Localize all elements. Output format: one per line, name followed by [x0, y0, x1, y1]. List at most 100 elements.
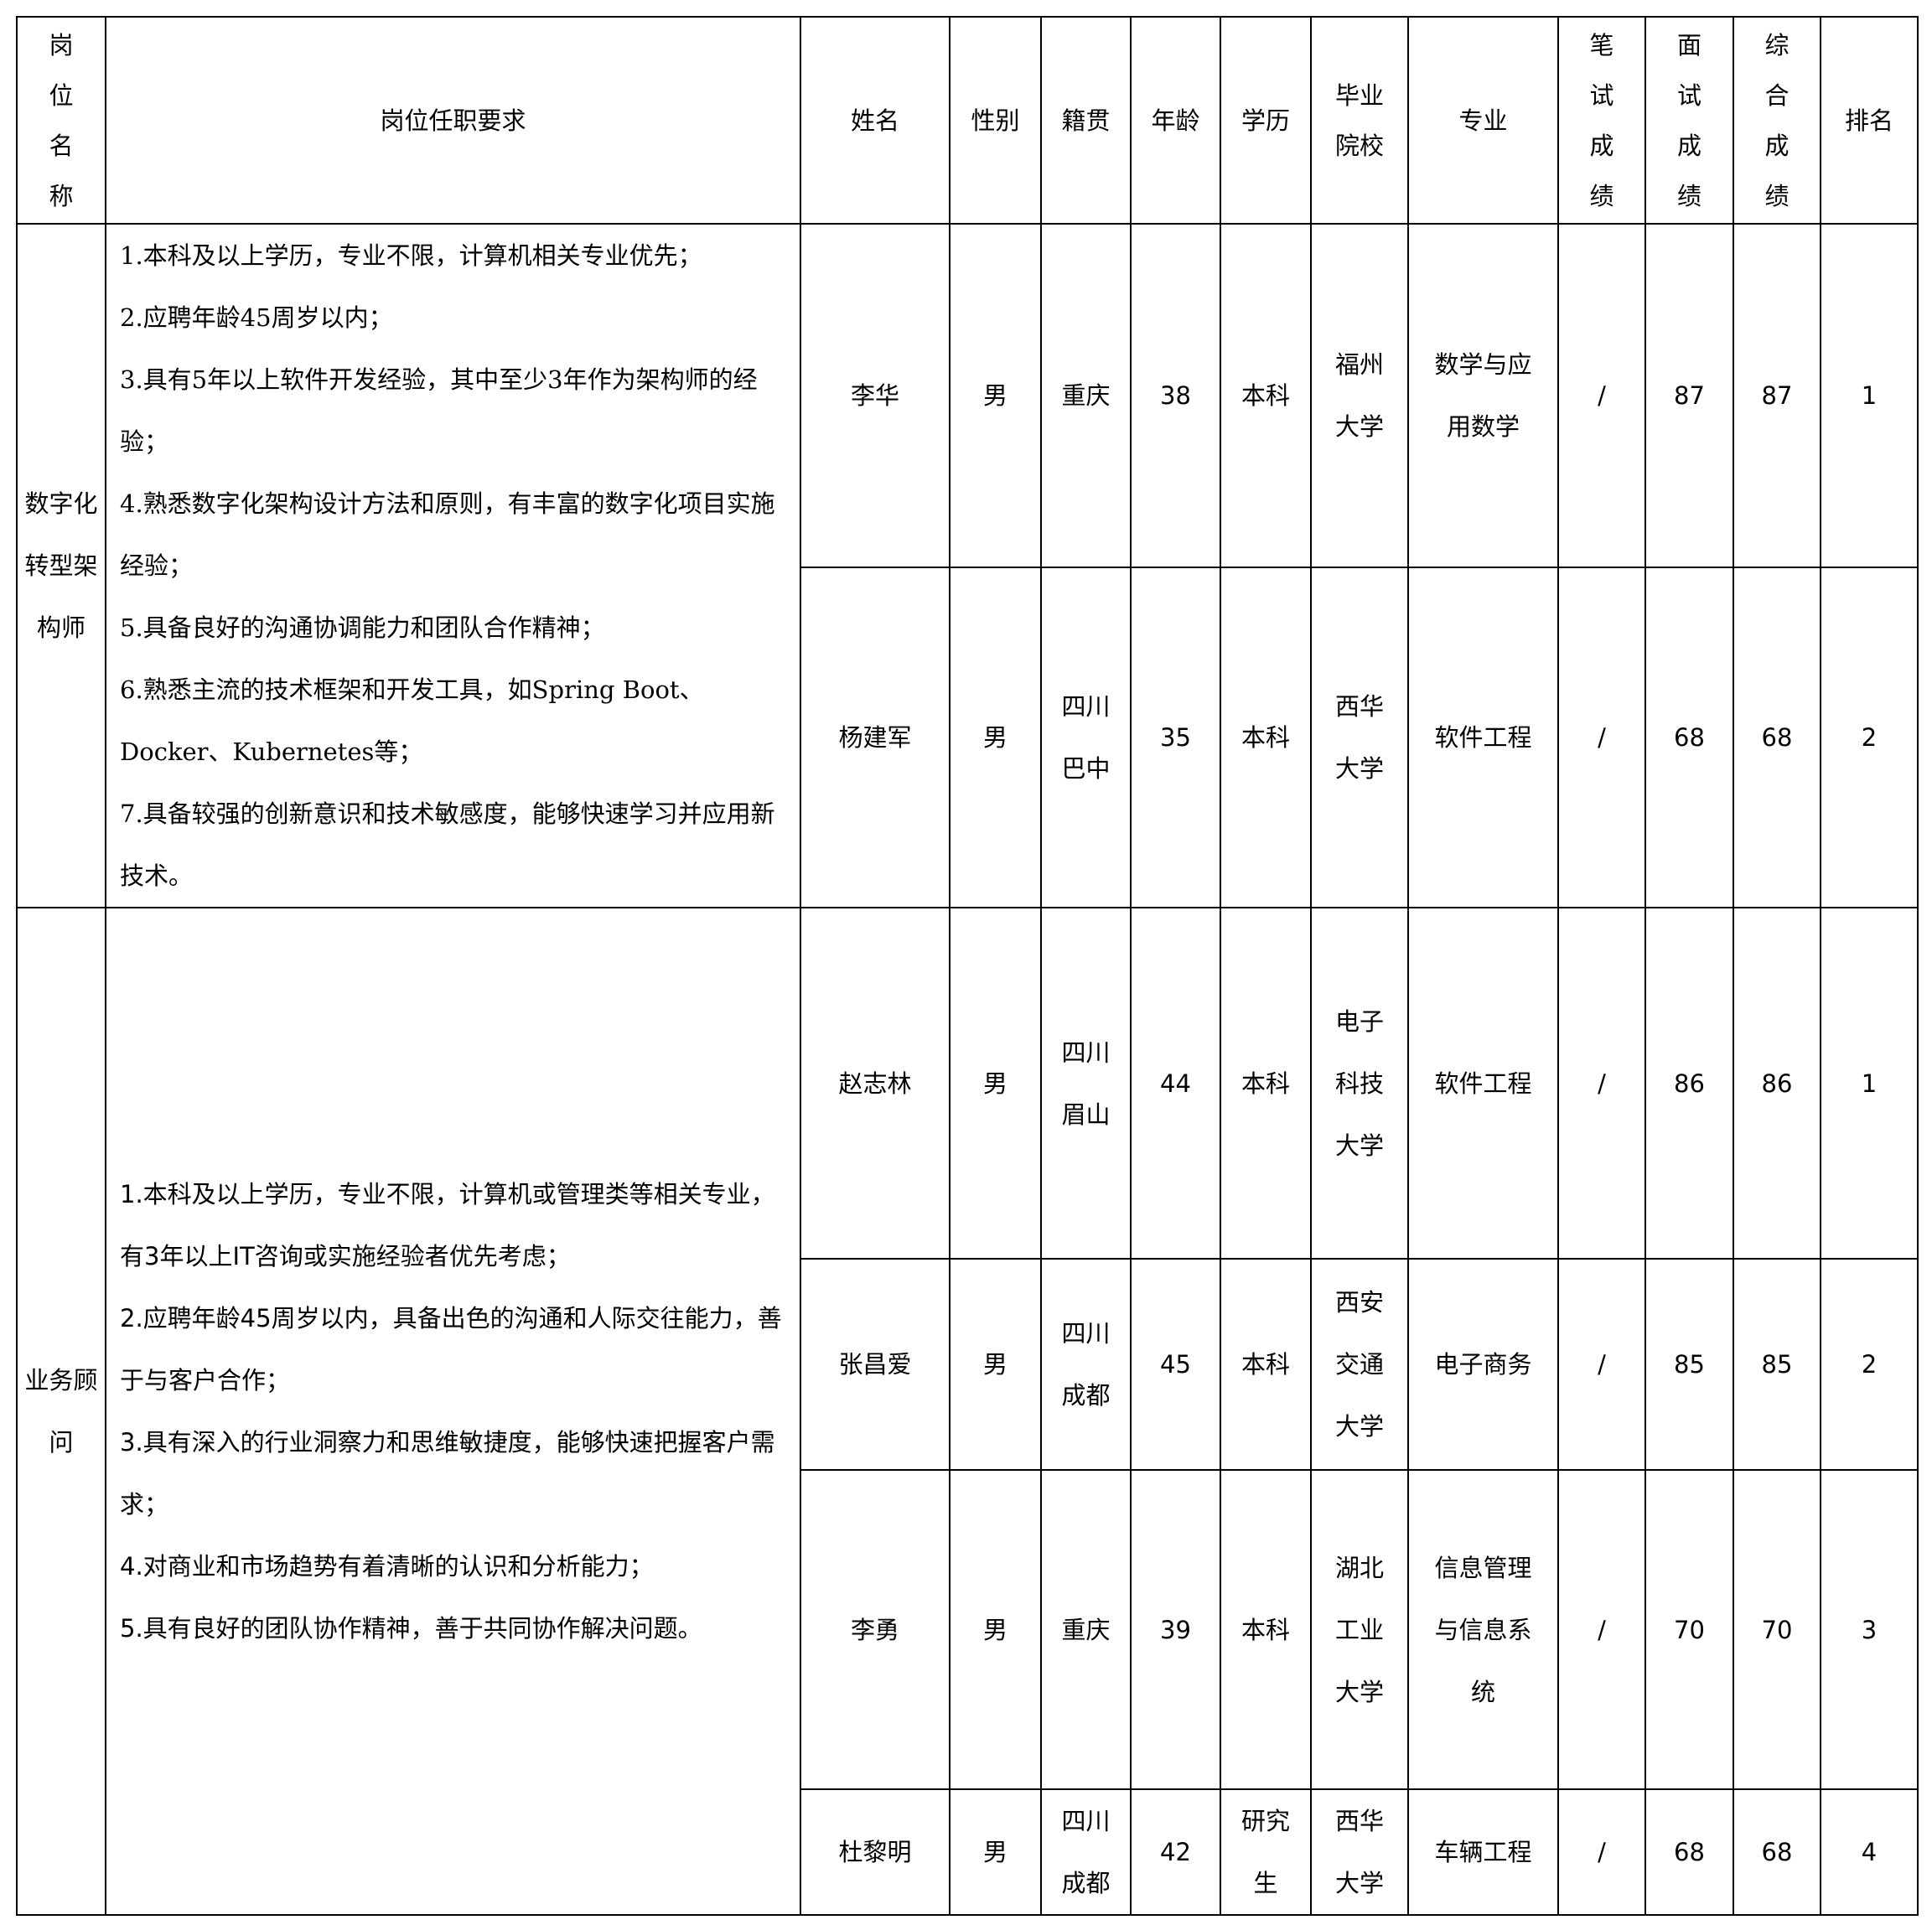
position-requirements: 1.本科及以上学历，专业不限，计算机相关专业优先； 2.应聘年龄45周岁以内； 3.…: [105, 223, 801, 908]
candidate-education: 本科: [1220, 567, 1312, 908]
header-position: 岗位名称: [16, 16, 106, 225]
candidate-interview: 87: [1645, 223, 1734, 568]
candidate-interview: 68: [1645, 1788, 1734, 1916]
candidate-total: 85: [1733, 1258, 1821, 1471]
header-row: 岗位名称 岗位任职要求 姓名 性别 籍贯 年龄 学历 毕业院校 专业 笔试成绩 …: [16, 16, 1919, 225]
header-school: 毕业院校: [1310, 16, 1409, 225]
candidate-origin: 四川眉山: [1040, 907, 1132, 1260]
position-name: 数字化转型架构师: [16, 223, 106, 908]
candidate-interview: 86: [1645, 907, 1734, 1260]
candidate-row: 杨建军男四川巴中 35 本科 西华大学 软件工程/68 68 2: [17, 567, 1919, 908]
header-age: 年龄: [1130, 16, 1221, 225]
candidate-origin: 四川成都: [1040, 1788, 1132, 1916]
candidate-interview: 70: [1645, 1469, 1734, 1790]
candidate-school: 西安交通大学: [1310, 1258, 1409, 1471]
candidate-rank: 2: [1820, 1258, 1919, 1471]
header-interview-score: 面试成绩: [1645, 16, 1734, 225]
candidate-education: 本科: [1220, 1258, 1312, 1471]
candidate-origin: 重庆: [1040, 1469, 1132, 1790]
header-requirements: 岗位任职要求: [105, 16, 801, 225]
candidate-total: 87: [1733, 223, 1821, 568]
header-rank: 排名: [1820, 16, 1919, 225]
candidate-age: 42: [1130, 1788, 1221, 1916]
requirement-item: 3.具有5年以上软件开发经验，其中至少3年作为架构师的经验；: [120, 365, 758, 456]
candidate-written: /: [1557, 1469, 1646, 1790]
candidate-education: 本科: [1220, 907, 1312, 1260]
header-gender: 性别: [949, 16, 1042, 225]
candidate-written: /: [1557, 567, 1646, 908]
candidate-school: 西华大学: [1310, 1788, 1409, 1916]
candidate-name: 杜黎明: [800, 1788, 950, 1916]
candidate-name: 李华: [800, 223, 950, 568]
requirement-item: 1.本科及以上学历，专业不限，计算机相关专业优先；: [120, 241, 702, 270]
candidate-interview: 85: [1645, 1258, 1734, 1471]
candidate-education: 研究生: [1220, 1788, 1312, 1916]
candidate-total: 68: [1733, 1788, 1821, 1916]
requirement-item: 6.熟悉主流的技术框架和开发工具，如Spring Boot、Docker、Kub…: [120, 675, 704, 766]
candidate-gender: 男: [949, 907, 1042, 1260]
candidate-rank: 2: [1820, 567, 1919, 908]
candidate-school: 福州大学: [1310, 223, 1409, 568]
candidate-age: 35: [1130, 567, 1221, 908]
candidate-major: 软件工程: [1407, 567, 1559, 908]
candidate-school: 电子科技大学: [1310, 907, 1409, 1260]
candidate-education: 本科: [1220, 223, 1312, 568]
candidate-origin: 四川成都: [1040, 1258, 1132, 1471]
candidate-rank: 4: [1820, 1788, 1919, 1916]
candidate-row: 杜黎明男四川成都 42 研究生 西华大学 车辆工程/68 68 4: [17, 1788, 1919, 1916]
candidate-rank: 3: [1820, 1469, 1919, 1790]
header-origin: 籍贯: [1040, 16, 1132, 225]
candidate-age: 38: [1130, 223, 1221, 568]
candidate-origin: 重庆: [1040, 223, 1132, 568]
position-name: 业务顾问: [16, 907, 106, 1916]
candidate-school: 湖北工业大学: [1310, 1469, 1409, 1790]
candidate-origin: 四川巴中: [1040, 567, 1132, 908]
candidate-education: 本科: [1220, 1469, 1312, 1790]
header-education: 学历: [1220, 16, 1312, 225]
requirement-item: 7.具备较强的创新意识和技术敏感度，能够快速学习并应用新技术。: [120, 799, 775, 890]
candidate-row: 业务顾问 1.本科及以上学历，专业不限，计算机或管理类等相关专业，有3年以上IT咨…: [16, 907, 1919, 1916]
requirement-item: 2.应聘年龄45周岁以内，具备出色的沟通和人际交往能力，善于与客户合作；: [120, 1304, 782, 1395]
position-requirements: 1.本科及以上学历，专业不限，计算机或管理类等相关专业，有3年以上IT咨询或实施…: [105, 907, 801, 1916]
candidate-name: 张昌爱: [800, 1258, 950, 1471]
candidate-major: 数学与应用数学: [1407, 223, 1559, 568]
candidate-major: 车辆工程: [1407, 1788, 1559, 1916]
candidate-row: 李勇男重庆 39 本科 湖北工业大学 信息管理与信息系统/70 70 3: [17, 1469, 1919, 1790]
candidate-gender: 男: [949, 1469, 1042, 1790]
candidate-age: 39: [1130, 1469, 1221, 1790]
candidate-age: 44: [1130, 907, 1221, 1260]
candidate-total: 70: [1733, 1469, 1821, 1790]
candidate-gender: 男: [949, 567, 1042, 908]
candidate-name: 赵志林: [800, 907, 950, 1260]
candidate-gender: 男: [949, 1258, 1042, 1471]
candidate-rank: 1: [1820, 223, 1919, 568]
candidate-name: 李勇: [800, 1469, 950, 1790]
requirement-item: 3.具有深入的行业洞察力和思维敏捷度，能够快速把握客户需求；: [120, 1428, 775, 1519]
requirement-item: 5.具备良好的沟通协调能力和团队合作精神；: [120, 613, 605, 642]
header-total-score: 综合成绩: [1733, 16, 1821, 225]
candidate-major: 信息管理与信息系统: [1407, 1469, 1559, 1790]
requirement-item: 1.本科及以上学历，专业不限，计算机或管理类等相关专业，有3年以上IT咨询或实施…: [120, 1180, 775, 1270]
candidate-name: 杨建军: [800, 567, 950, 908]
requirement-item: 4.熟悉数字化架构设计方法和原则，有丰富的数字化项目实施经验；: [120, 489, 775, 580]
header-name: 姓名: [800, 16, 950, 225]
candidate-interview: 68: [1645, 567, 1734, 908]
candidate-major: 软件工程: [1407, 907, 1559, 1260]
recruitment-results-table: 岗位名称 岗位任职要求 姓名 性别 籍贯 年龄 学历 毕业院校 专业 笔试成绩 …: [16, 16, 1919, 1916]
requirement-item: 5.具有良好的团队协作精神，善于共同协作解决问题。: [120, 1614, 702, 1643]
requirement-item: 2.应聘年龄45周岁以内；: [120, 303, 393, 332]
header-major: 专业: [1407, 16, 1559, 225]
candidate-school: 西华大学: [1310, 567, 1409, 908]
candidate-gender: 男: [949, 1788, 1042, 1916]
candidate-written: /: [1557, 1258, 1646, 1471]
candidate-major: 电子商务: [1407, 1258, 1559, 1471]
candidate-row: 张昌爱男四川成都 45 本科 西安交通大学 电子商务/85 85 2: [17, 1258, 1919, 1471]
candidate-row: 数字化转型架构师 1.本科及以上学历，专业不限，计算机相关专业优先； 2.应聘年龄4…: [16, 223, 1919, 908]
candidate-gender: 男: [949, 223, 1042, 568]
candidate-written: /: [1557, 907, 1646, 1260]
candidate-written: /: [1557, 223, 1646, 568]
candidate-total: 68: [1733, 567, 1821, 908]
header-written-score: 笔试成绩: [1557, 16, 1646, 225]
candidate-rank: 1: [1820, 907, 1919, 1260]
candidate-written: /: [1557, 1788, 1646, 1916]
